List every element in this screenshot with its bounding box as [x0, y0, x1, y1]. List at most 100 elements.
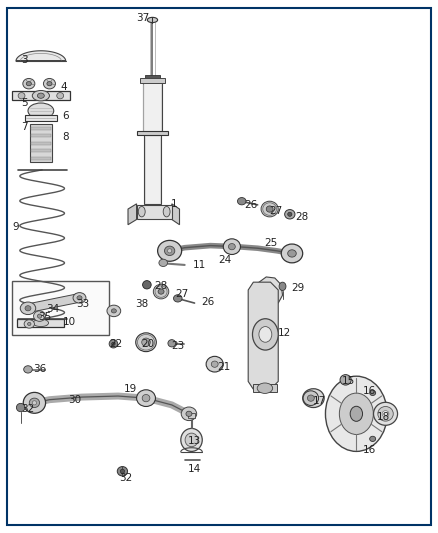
- Ellipse shape: [285, 209, 295, 219]
- Bar: [143, 80, 162, 133]
- Ellipse shape: [281, 244, 303, 263]
- Ellipse shape: [181, 407, 197, 421]
- Polygon shape: [128, 204, 137, 225]
- Ellipse shape: [34, 311, 46, 321]
- Text: 29: 29: [291, 284, 304, 294]
- Text: 28: 28: [295, 212, 309, 222]
- Ellipse shape: [111, 309, 117, 313]
- Bar: [31, 149, 51, 152]
- Text: 10: 10: [62, 317, 75, 327]
- Ellipse shape: [29, 398, 39, 408]
- Text: 17: 17: [313, 396, 326, 406]
- Ellipse shape: [303, 389, 324, 408]
- Polygon shape: [172, 204, 180, 225]
- Ellipse shape: [57, 93, 64, 99]
- Text: 12: 12: [278, 328, 291, 338]
- Text: 11: 11: [192, 260, 205, 270]
- Circle shape: [339, 393, 373, 434]
- Bar: [188, 413, 195, 418]
- Ellipse shape: [137, 390, 155, 407]
- Ellipse shape: [47, 82, 52, 86]
- Ellipse shape: [142, 394, 150, 402]
- Ellipse shape: [378, 407, 393, 421]
- Ellipse shape: [211, 361, 218, 367]
- Text: 16: 16: [363, 386, 376, 396]
- Polygon shape: [16, 51, 66, 61]
- Ellipse shape: [147, 18, 158, 22]
- Text: 3: 3: [21, 55, 27, 65]
- Ellipse shape: [288, 250, 296, 257]
- Text: 32: 32: [120, 473, 133, 483]
- Ellipse shape: [252, 319, 278, 350]
- Bar: [12, 91, 70, 100]
- Ellipse shape: [112, 342, 115, 345]
- Ellipse shape: [37, 314, 42, 318]
- Ellipse shape: [303, 391, 318, 406]
- Text: 32: 32: [21, 403, 34, 414]
- Bar: [144, 135, 161, 204]
- Bar: [31, 127, 51, 130]
- Ellipse shape: [32, 401, 37, 405]
- Ellipse shape: [259, 327, 272, 342]
- Ellipse shape: [309, 394, 318, 402]
- Ellipse shape: [186, 411, 192, 416]
- Text: 24: 24: [218, 255, 231, 265]
- Text: 27: 27: [270, 206, 283, 216]
- Text: 1: 1: [171, 199, 177, 209]
- Text: 38: 38: [135, 299, 148, 309]
- Ellipse shape: [43, 78, 56, 89]
- Polygon shape: [248, 282, 278, 389]
- Ellipse shape: [206, 357, 223, 372]
- Circle shape: [325, 376, 387, 451]
- Text: 7: 7: [21, 122, 27, 132]
- Text: 8: 8: [62, 133, 69, 142]
- Ellipse shape: [307, 395, 314, 401]
- Polygon shape: [253, 384, 277, 392]
- Ellipse shape: [120, 469, 124, 473]
- Circle shape: [350, 406, 363, 421]
- Ellipse shape: [261, 201, 278, 217]
- Ellipse shape: [136, 333, 156, 352]
- Text: 30: 30: [68, 395, 81, 405]
- Bar: [17, 319, 64, 327]
- Ellipse shape: [142, 338, 150, 346]
- Ellipse shape: [370, 436, 376, 441]
- Ellipse shape: [163, 206, 170, 217]
- Ellipse shape: [23, 392, 46, 413]
- Ellipse shape: [23, 78, 35, 89]
- Text: 21: 21: [217, 362, 230, 372]
- Text: 34: 34: [46, 304, 60, 314]
- Ellipse shape: [340, 375, 351, 385]
- Text: 18: 18: [377, 412, 390, 422]
- Ellipse shape: [117, 466, 127, 476]
- Ellipse shape: [159, 259, 167, 266]
- Ellipse shape: [374, 402, 398, 425]
- Text: 5: 5: [21, 98, 27, 108]
- Ellipse shape: [73, 293, 86, 303]
- Text: 4: 4: [60, 82, 67, 92]
- Bar: [31, 134, 51, 138]
- Ellipse shape: [158, 240, 182, 261]
- Bar: [137, 205, 172, 220]
- Ellipse shape: [24, 320, 35, 328]
- Bar: [25, 115, 57, 122]
- Ellipse shape: [173, 295, 182, 302]
- Bar: [31, 142, 51, 145]
- Ellipse shape: [25, 306, 31, 311]
- Text: 25: 25: [264, 238, 277, 248]
- Ellipse shape: [165, 246, 175, 255]
- Text: 16: 16: [363, 446, 376, 455]
- Ellipse shape: [26, 82, 32, 86]
- Polygon shape: [27, 294, 81, 312]
- Ellipse shape: [33, 319, 49, 327]
- Ellipse shape: [223, 239, 240, 254]
- Ellipse shape: [266, 206, 273, 212]
- Ellipse shape: [229, 244, 235, 250]
- Text: 15: 15: [341, 376, 355, 386]
- Text: 35: 35: [38, 312, 51, 322]
- Ellipse shape: [16, 403, 25, 411]
- Ellipse shape: [185, 433, 198, 447]
- Text: 6: 6: [62, 111, 69, 121]
- Ellipse shape: [167, 249, 172, 253]
- Text: 28: 28: [154, 281, 167, 292]
